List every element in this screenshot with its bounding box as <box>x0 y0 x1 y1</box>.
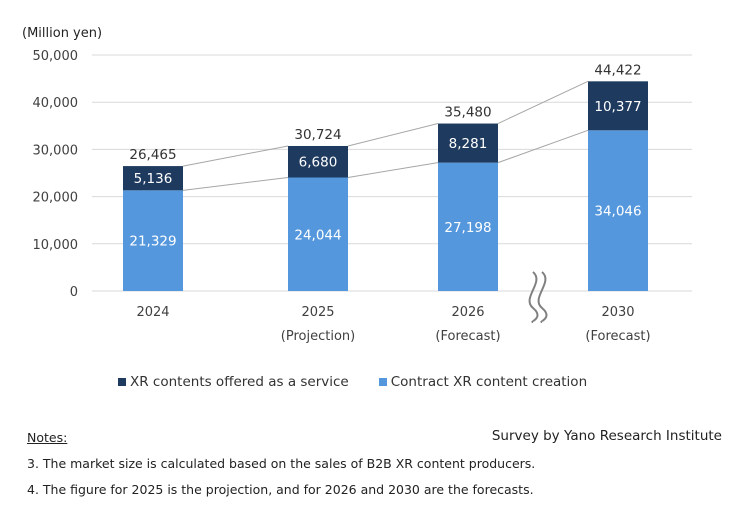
connector-line-total <box>182 145 289 167</box>
data-label-contract: 27,198 <box>444 220 491 236</box>
connector-line-contract <box>182 177 289 191</box>
y-axis-unit-label: (Million yen) <box>22 26 102 41</box>
data-label-contract: 21,329 <box>129 234 176 250</box>
legend-swatch-service <box>118 378 126 386</box>
note-3: 3. The market size is calculated based o… <box>27 456 536 471</box>
data-label-service: 10,377 <box>594 99 641 115</box>
bar-contract-2025 <box>288 177 348 291</box>
data-label-total: 30,724 <box>294 127 341 143</box>
bar-contract-2026 <box>438 162 498 291</box>
legend-item-service: XR contents offered as a service <box>118 374 349 390</box>
x-tick-label: 2024 <box>136 305 169 320</box>
y-tick-label: 50,000 <box>33 49 79 64</box>
data-label-service: 6,680 <box>299 155 338 171</box>
x-tick-label: 2030 <box>601 305 634 320</box>
y-tick-label: 10,000 <box>33 238 79 253</box>
y-tick-label: 0 <box>70 285 78 300</box>
legend-item-contract: Contract XR content creation <box>378 374 588 390</box>
x-tick-sublabel: (Projection) <box>281 329 355 344</box>
x-tick-label: 2025 <box>301 305 334 320</box>
data-label-service: 8,281 <box>449 136 488 152</box>
data-label-total: 26,465 <box>129 147 176 163</box>
source-label: Survey by Yano Research Institute <box>491 428 722 444</box>
y-tick-label: 20,000 <box>33 191 79 206</box>
y-tick-label: 40,000 <box>33 96 79 111</box>
data-label-contract: 24,044 <box>294 227 341 243</box>
connector-line-contract <box>497 129 589 164</box>
x-tick-sublabel: (Forecast) <box>585 329 650 344</box>
x-tick-label: 2026 <box>451 305 484 320</box>
axis-break-line <box>537 271 548 323</box>
bar-service-2026 <box>438 123 498 163</box>
bar-service-2030 <box>588 81 648 131</box>
legend: XR contents offered as a service Contrac… <box>118 374 587 390</box>
legend-label-contract: Contract XR content creation <box>390 374 588 390</box>
y-tick-label: 30,000 <box>33 143 79 158</box>
axis-break-line <box>528 271 539 323</box>
data-label-total: 44,422 <box>594 62 641 78</box>
data-label-contract: 34,046 <box>594 204 641 220</box>
legend-label-service: XR contents offered as a service <box>130 374 349 390</box>
connector-line-total <box>347 123 439 147</box>
note-4: 4. The figure for 2025 is the projection… <box>27 482 534 497</box>
x-tick-sublabel: (Forecast) <box>435 329 500 344</box>
bar-service-2024 <box>123 166 183 191</box>
bar-contract-2024 <box>123 190 183 291</box>
bar-contract-2030 <box>588 130 648 291</box>
data-label-service: 5,136 <box>134 171 173 187</box>
legend-swatch-contract <box>378 378 387 386</box>
connector-line-contract <box>347 162 439 179</box>
bar-chart: (Million yen) 0 10,000 20,000 30,000 40,000 50… <box>22 26 692 344</box>
bar-service-2025 <box>288 145 348 178</box>
notes-title: Notes: <box>27 430 68 445</box>
connector-line-total <box>497 80 589 124</box>
data-label-total: 35,480 <box>444 105 491 121</box>
